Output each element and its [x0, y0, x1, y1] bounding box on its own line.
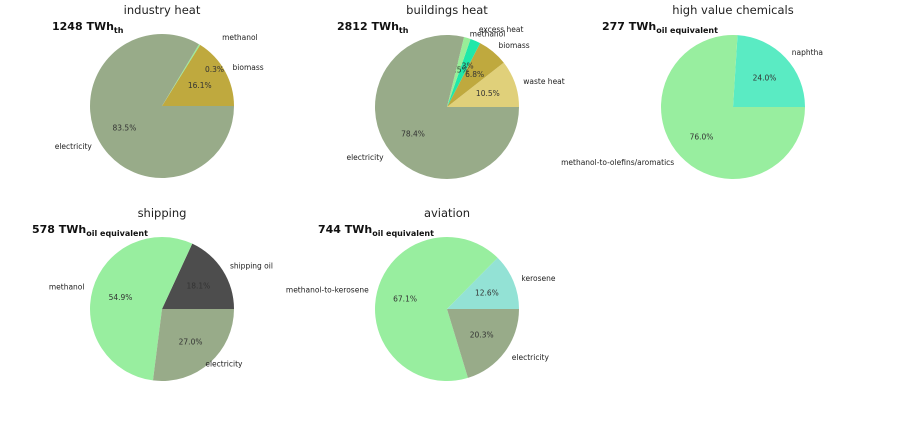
- chart-total: 277 TWhoil equivalent: [602, 20, 718, 35]
- chart-title: aviation: [424, 206, 470, 220]
- slice-category-label: methanol: [222, 33, 258, 42]
- slice-percent-label: 16.1%: [188, 81, 212, 90]
- slice-percent-label: 10.5%: [476, 89, 500, 98]
- pie-slice-methanol-to-olefins-aromatics: [661, 35, 805, 179]
- slice-percent-label: 2.3%: [455, 61, 474, 70]
- slice-category-label: methanol: [470, 30, 506, 39]
- slice-category-label: biomass: [499, 41, 530, 50]
- slice-percent-label: 83.5%: [113, 123, 137, 132]
- slice-category-label: waste heat: [523, 77, 565, 86]
- pie-slice-biomass: [162, 44, 234, 106]
- slice-percent-label: 18.1%: [186, 282, 210, 291]
- pie-slice-biomass: [447, 43, 504, 107]
- pie-slice-waste-heat: [447, 62, 519, 107]
- chart-title: industry heat: [124, 3, 201, 17]
- chart-title: buildings heat: [406, 3, 488, 17]
- slice-percent-label: 20.3%: [470, 331, 494, 340]
- pie-slice-electricity: [447, 309, 519, 378]
- pie-slice-electricity: [90, 34, 234, 178]
- pie-slice-excess-heat: [447, 38, 481, 107]
- slice-category-label: electricity: [512, 353, 550, 362]
- pie-slice-kerosene: [447, 257, 519, 309]
- chart-total: 578 TWhoil equivalent: [32, 223, 148, 238]
- slice-percent-label: 54.9%: [109, 293, 133, 302]
- pie-chart-buildings-heat: buildings heat 2812 TWhth 10.5% waste heat 6…: [337, 3, 565, 180]
- slice-percent-label: 67.1%: [393, 295, 417, 304]
- pie-chart-high-value-chemicals: high value chemicals 277 TWhoil equivalen…: [561, 3, 823, 179]
- slice-percent-label: 24.0%: [753, 73, 777, 82]
- slice-category-label: methanol-to-kerosene: [286, 286, 369, 295]
- slice-category-label: excess heat: [479, 25, 524, 34]
- slice-category-label: electricity: [346, 153, 384, 162]
- chart-title: shipping: [138, 206, 187, 220]
- pie-slice-methanol: [162, 44, 201, 106]
- slice-category-label: shipping oil: [230, 262, 273, 271]
- pie-chart-shipping: shipping 578 TWhoil equivalent 18.1% shippi…: [32, 206, 273, 381]
- slice-category-label: methanol: [49, 283, 85, 292]
- slice-category-label: methanol-to-olefins/aromatics: [561, 158, 674, 167]
- pie-slice-methanol-to-kerosene: [375, 237, 498, 382]
- slice-category-label: electricity: [205, 359, 243, 368]
- pie-slice-shipping-oil: [162, 243, 234, 309]
- pie-slice-naphtha: [733, 35, 805, 107]
- pie-slice-methanol: [90, 237, 193, 381]
- slice-percent-label: 76.0%: [690, 133, 714, 142]
- pie-slice-methanol: [447, 37, 471, 107]
- pie-slice-electricity: [152, 309, 234, 381]
- slice-percent-label: 6.8%: [465, 70, 484, 79]
- pie-slice-electricity: [375, 35, 519, 180]
- slice-category-label: biomass: [233, 63, 264, 72]
- pie-chart-aviation: aviation 744 TWhoil equivalent 12.6% kerose…: [286, 206, 556, 382]
- slice-category-label: kerosene: [521, 274, 555, 283]
- chart-title: high value chemicals: [672, 3, 793, 17]
- slice-percent-label: 12.6%: [475, 288, 499, 297]
- slice-percent-label: 0.3%: [205, 65, 224, 74]
- chart-total: 1248 TWhth: [52, 20, 124, 35]
- slice-percent-label: 27.0%: [179, 337, 203, 346]
- slice-category-label: electricity: [55, 142, 93, 151]
- slice-category-label: naphtha: [792, 48, 823, 57]
- slice-percent-label: 1.5%: [450, 66, 469, 75]
- chart-total: 744 TWhoil equivalent: [318, 223, 434, 238]
- slice-percent-label: 78.4%: [401, 130, 425, 139]
- chart-total: 2812 TWhth: [337, 20, 409, 35]
